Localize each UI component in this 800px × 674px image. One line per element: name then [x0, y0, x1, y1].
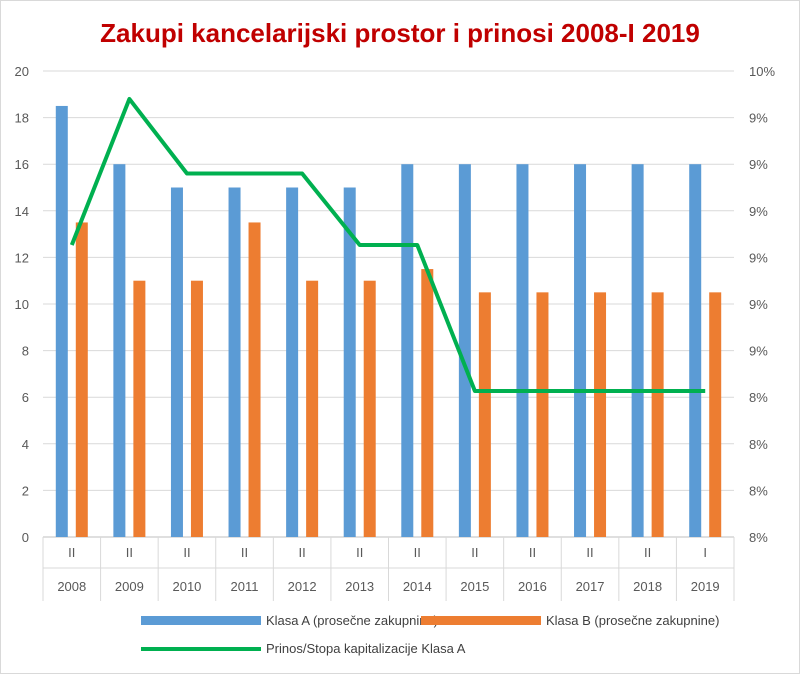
bar-klasa-b: [248, 222, 261, 537]
x-tick-period: II: [414, 545, 421, 560]
y-left-tick-label: 20: [15, 64, 29, 79]
x-tick-period: II: [241, 545, 248, 560]
y-right-tick-label: 8%: [749, 390, 768, 405]
y-right-tick-label: 10%: [749, 64, 775, 79]
y-left-tick-label: 14: [15, 204, 29, 219]
bar-klasa-a: [286, 187, 299, 537]
bar-klasa-a: [574, 164, 587, 537]
bar-klasa-b: [133, 280, 146, 537]
legend-item-klasa-a: Klasa A (prosečne zakupnine): [141, 613, 438, 628]
y-left-tick-label: 6: [22, 390, 29, 405]
bar-klasa-b: [190, 280, 203, 537]
bar-klasa-a: [458, 164, 471, 537]
x-tick-year: 2015: [460, 579, 489, 594]
x-tick-year: 2010: [172, 579, 201, 594]
y-right-tick-label: 8%: [749, 483, 768, 498]
legend-swatch: [421, 616, 541, 625]
x-tick-period: II: [68, 545, 75, 560]
x-tick-year: 2011: [231, 579, 259, 594]
x-tick-period: I: [703, 545, 707, 560]
y-left-tick-label: 18: [15, 111, 29, 126]
x-tick-period: II: [644, 545, 651, 560]
bar-klasa-b: [478, 292, 491, 537]
legend-label: Prinos/Stopa kapitalizacije Klasa A: [266, 641, 466, 656]
y-right-tick-label: 9%: [749, 111, 768, 126]
x-tick-year: 2009: [115, 579, 144, 594]
bar-klasa-b: [709, 292, 722, 537]
bar-klasa-a: [343, 187, 356, 537]
x-tick-year: 2012: [288, 579, 317, 594]
legend-swatch: [141, 647, 261, 651]
y-right-tick-label: 9%: [749, 297, 768, 312]
y-left-tick-label: 8: [22, 344, 29, 359]
bar-klasa-a: [228, 187, 241, 537]
x-tick-year: 2016: [518, 579, 547, 594]
bar-klasa-a: [55, 105, 68, 537]
y-right-tick-label: 8%: [749, 437, 768, 452]
x-tick-year: 2017: [576, 579, 605, 594]
bar-klasa-a: [516, 164, 529, 537]
bar-klasa-b: [363, 280, 376, 537]
x-tick-year: 2014: [403, 579, 432, 594]
bar-klasa-b: [594, 292, 607, 537]
legend-swatch: [141, 616, 261, 625]
y-left-tick-label: 16: [15, 157, 29, 172]
y-left-tick-label: 10: [15, 297, 29, 312]
x-tick-year: 2013: [345, 579, 374, 594]
y-left-tick-label: 0: [22, 530, 29, 545]
bar-klasa-a: [401, 164, 414, 537]
x-tick-year: 2018: [633, 579, 662, 594]
x-tick-period: II: [356, 545, 363, 560]
line-prinos: [69, 96, 706, 393]
bar-klasa-a: [170, 187, 183, 537]
x-tick-period: II: [586, 545, 593, 560]
y-left-tick-label: 4: [22, 437, 29, 452]
bar-klasa-a: [631, 164, 644, 537]
y-right-tick-label: 8%: [749, 530, 768, 545]
legend-label: Klasa B (prosečne zakupnine): [546, 613, 720, 628]
x-tick-period: II: [471, 545, 478, 560]
y-right-tick-label: 9%: [749, 157, 768, 172]
chart-title: Zakupi kancelarijski prostor i prinosi 2…: [100, 18, 700, 48]
y-left-tick-label: 12: [15, 250, 29, 265]
x-tick-period: II: [299, 545, 306, 560]
x-tick-period: II: [183, 545, 190, 560]
bar-klasa-a: [113, 164, 126, 537]
x-tick-year: 2019: [691, 579, 720, 594]
bar-klasa-b: [651, 292, 664, 537]
legend-item-klasa-b: Klasa B (prosečne zakupnine): [421, 613, 719, 628]
bar-klasa-b: [75, 222, 88, 537]
legend-item-prinos: Prinos/Stopa kapitalizacije Klasa A: [141, 641, 465, 656]
bar-klasa-b: [421, 269, 434, 537]
y-right-tick-label: 9%: [749, 250, 768, 265]
x-tick-year: 2008: [57, 579, 86, 594]
y-right-tick-label: 9%: [749, 344, 768, 359]
legend-label: Klasa A (prosečne zakupnine): [266, 613, 438, 628]
x-tick-period: II: [126, 545, 133, 560]
bar-klasa-b: [536, 292, 549, 537]
bar-klasa-b: [306, 280, 319, 537]
bar-klasa-a: [689, 164, 702, 537]
y-left-tick-label: 2: [22, 483, 29, 498]
y-right-tick-label: 9%: [749, 204, 768, 219]
x-tick-period: II: [529, 545, 536, 560]
